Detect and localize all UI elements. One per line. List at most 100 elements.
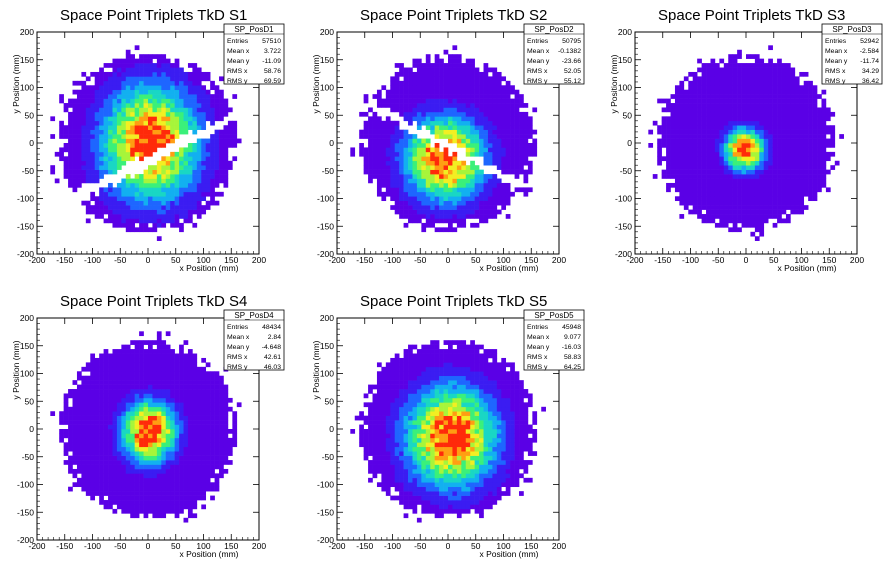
heatmap-cell: [81, 415, 87, 421]
heatmap-cell: [501, 125, 507, 130]
heatmap-cell: [68, 103, 73, 108]
heatmap-cell: [781, 182, 787, 188]
heatmap-cell: [434, 214, 440, 219]
heatmap-cell: [192, 200, 198, 206]
heatmap-cell: [474, 200, 480, 206]
heatmap-cell: [68, 182, 73, 188]
heatmap-cells: [50, 45, 242, 241]
heatmap-cell: [121, 375, 127, 381]
heatmap-cell: [714, 94, 720, 99]
heatmap-cell: [670, 174, 676, 179]
heatmap-cell: [376, 169, 382, 175]
heatmap-cell: [214, 129, 220, 135]
heatmap-cell: [183, 107, 189, 113]
heatmap-cell: [103, 129, 109, 135]
heatmap-cell: [492, 160, 498, 166]
heatmap-cell: [139, 58, 144, 64]
heatmap-cell: [196, 451, 202, 456]
heatmap-cell: [143, 380, 149, 385]
heatmap-cell: [94, 196, 100, 202]
heatmap-cell: [165, 433, 171, 439]
heatmap-cell: [103, 437, 109, 443]
heatmap-cell: [456, 214, 462, 219]
heatmap-cell: [148, 375, 153, 381]
heatmap-cell: [99, 353, 104, 359]
heatmap-cell: [759, 205, 765, 210]
heatmap-cell: [63, 397, 69, 403]
heatmap-cell: [799, 103, 805, 108]
heatmap-cell: [68, 138, 73, 144]
heatmap-cell: [443, 187, 449, 193]
heatmap-cell: [723, 165, 729, 170]
heatmap-cell: [210, 147, 215, 153]
heatmap-cell: [465, 76, 471, 82]
heatmap-cell: [750, 120, 756, 126]
heatmap-cell: [148, 500, 153, 505]
heatmap-cell: [76, 464, 82, 470]
heatmap-cell: [421, 196, 427, 202]
heatmap-cell: [501, 156, 507, 162]
heatmap-cell: [750, 196, 756, 202]
heatmap-cell: [139, 380, 144, 385]
heatmap-cell: [501, 111, 507, 117]
heatmap-cell: [99, 393, 104, 399]
heatmap-cell: [165, 331, 171, 337]
heatmap-cell: [425, 200, 431, 206]
heatmap-cell: [99, 134, 104, 139]
heatmap-cell: [187, 508, 193, 514]
heatmap-cell: [116, 129, 122, 135]
heatmap-cell: [116, 384, 122, 390]
heatmap-cell: [385, 191, 391, 197]
heatmap-cell: [161, 362, 167, 368]
heatmap-cell: [754, 196, 760, 202]
heatmap-cell: [679, 125, 685, 130]
heatmap-cell: [759, 174, 765, 179]
heatmap-cell: [76, 371, 82, 377]
heatmap-cell: [448, 80, 453, 86]
heatmap-cell: [183, 165, 189, 170]
heatmap-cell: [439, 129, 444, 135]
stats-label: Mean x: [527, 48, 550, 55]
heatmap-cell: [697, 129, 702, 135]
heatmap-cell: [421, 205, 427, 210]
heatmap-cell: [76, 420, 82, 425]
heatmap-cell: [187, 411, 193, 416]
heatmap-cell: [701, 187, 707, 193]
heatmap-cell: [156, 89, 162, 95]
heatmap-cell: [474, 138, 480, 144]
heatmap-cell: [227, 107, 233, 113]
heatmap-cell: [785, 80, 791, 86]
heatmap-cell: [112, 196, 118, 202]
heatmap-cell: [492, 178, 498, 184]
heatmap-cell: [116, 495, 122, 501]
heatmap-cell: [434, 107, 440, 113]
heatmap-cell: [434, 129, 440, 135]
heatmap-cell: [170, 200, 175, 206]
heatmap-cell: [746, 80, 751, 86]
heatmap-cell: [125, 397, 131, 403]
heatmap-cell: [156, 455, 162, 461]
heatmap-cell: [148, 415, 153, 421]
heatmap-cell: [143, 205, 149, 210]
heatmap-cell: [85, 85, 91, 91]
heatmap-cell: [99, 94, 104, 99]
heatmap-cell: [732, 222, 738, 228]
heatmap-cell: [465, 151, 471, 157]
heatmap-cell: [112, 437, 118, 443]
heatmap-cell: [183, 89, 189, 95]
heatmap-cell: [434, 125, 440, 130]
heatmap-cell: [732, 71, 738, 77]
heatmap-cell: [719, 182, 725, 188]
heatmap-cell: [201, 182, 207, 188]
heatmap-cell: [174, 375, 180, 381]
heatmap-cell: [772, 116, 778, 122]
heatmap-cell: [452, 120, 458, 126]
heatmap-cell: [439, 160, 444, 166]
heatmap-cell: [116, 156, 122, 162]
heatmap-cell: [174, 455, 180, 461]
heatmap-cell: [108, 451, 113, 456]
heatmap-cell: [670, 182, 676, 188]
heatmap-cell: [443, 67, 449, 73]
heatmap-cell: [505, 165, 511, 170]
heatmap-cell: [134, 138, 140, 144]
